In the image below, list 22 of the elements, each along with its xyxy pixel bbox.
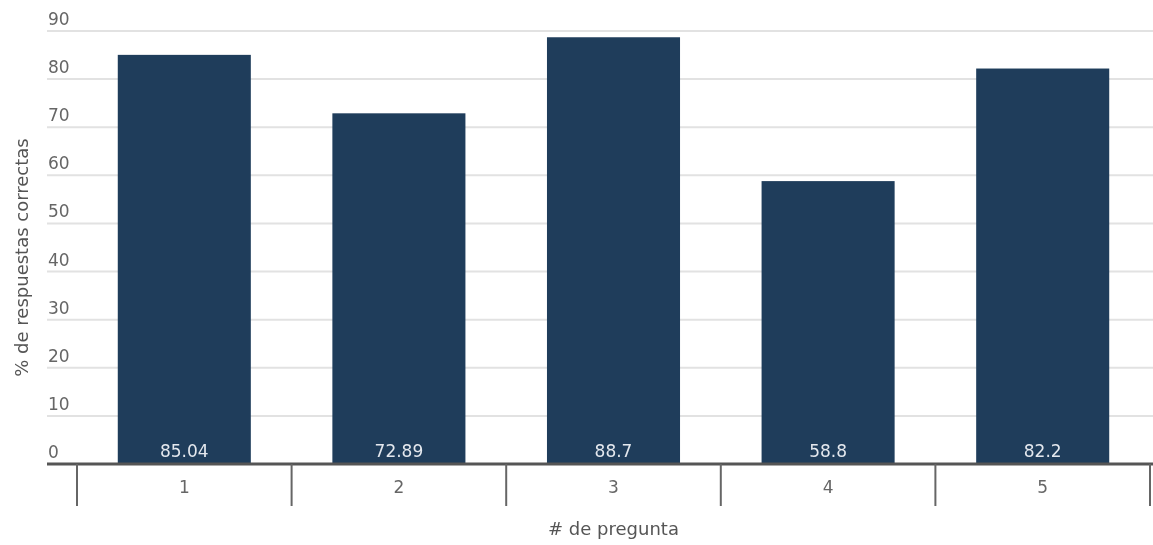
- y-tick-label: 10: [48, 393, 70, 414]
- y-tick-label: 90: [48, 9, 70, 29]
- data-label: 88.7: [594, 441, 633, 461]
- y-tick-label: 70: [48, 105, 70, 126]
- x-tick-label: 4: [822, 477, 834, 497]
- y-tick-label: 30: [48, 297, 70, 318]
- x-tick-label: 5: [1037, 477, 1049, 497]
- data-label: 82.2: [1023, 441, 1062, 461]
- data-label: 85.04: [159, 441, 209, 461]
- y-axis-title: % de respuestas correctas: [11, 138, 32, 377]
- x-tick-label: 2: [393, 477, 405, 497]
- x-axis-title: # de pregunta: [548, 518, 679, 539]
- data-label: 72.89: [374, 441, 424, 461]
- y-tick-label: 60: [48, 153, 70, 174]
- y-tick-label: 20: [48, 345, 70, 366]
- x-tick-label: 3: [608, 477, 619, 497]
- y-tick-label: 40: [48, 249, 70, 270]
- x-tick-label: 1: [178, 477, 190, 497]
- y-tick-label: 0: [48, 442, 59, 462]
- y-tick-label: 80: [48, 57, 70, 78]
- data-label: 58.8: [809, 441, 848, 461]
- y-tick-label: 50: [48, 201, 70, 222]
